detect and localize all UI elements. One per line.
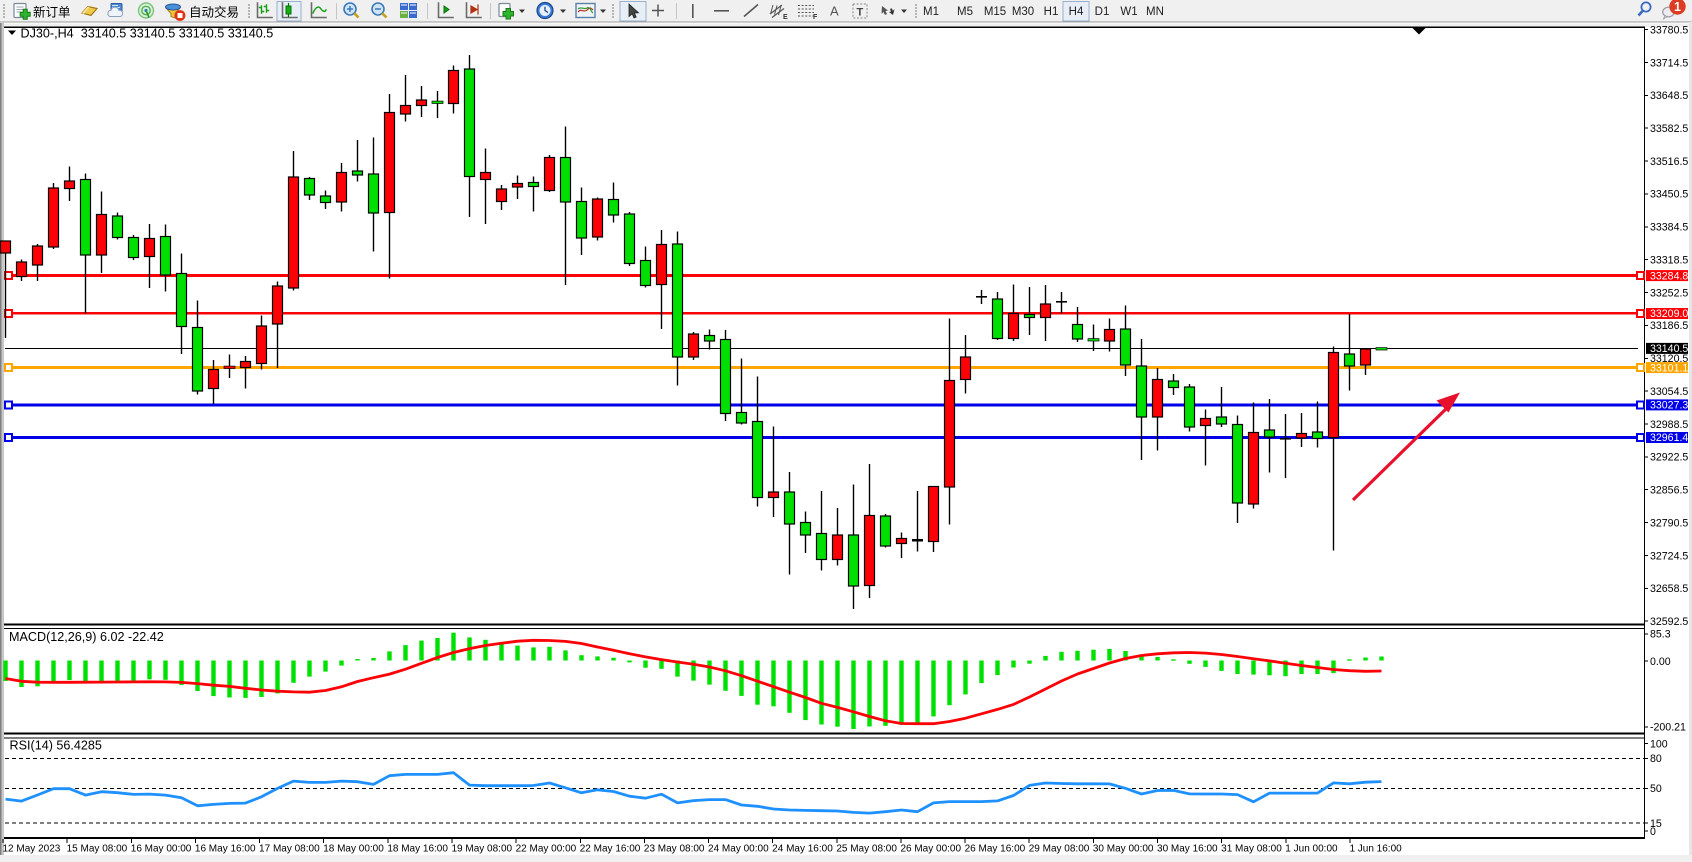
svg-text:25 May 08:00: 25 May 08:00 — [836, 843, 897, 854]
svg-text:100: 100 — [1650, 738, 1668, 750]
svg-text:50: 50 — [1650, 783, 1662, 795]
svg-text:新订单: 新订单 — [33, 5, 71, 20]
svg-text:W1: W1 — [1120, 6, 1137, 18]
svg-text:1: 1 — [1674, 0, 1681, 14]
svg-text:24 May 16:00: 24 May 16:00 — [772, 843, 833, 854]
svg-text:32856.5: 32856.5 — [1650, 485, 1688, 497]
svg-text:15 May 08:00: 15 May 08:00 — [67, 843, 128, 854]
svg-text:M5: M5 — [957, 6, 973, 18]
svg-text:33648.5: 33648.5 — [1650, 90, 1688, 102]
svg-text:33450.5: 33450.5 — [1650, 189, 1688, 201]
svg-text:33120.5: 33120.5 — [1650, 353, 1688, 365]
svg-text:32961.4: 32961.4 — [1650, 432, 1688, 444]
svg-text:33209.0: 33209.0 — [1650, 308, 1688, 320]
svg-text:22 May 16:00: 22 May 16:00 — [580, 843, 641, 854]
svg-text:33384.5: 33384.5 — [1650, 222, 1688, 234]
svg-text:MACD(12,26,9) 6.02 -22.42: MACD(12,26,9) 6.02 -22.42 — [9, 630, 164, 644]
svg-text:F: F — [813, 14, 818, 21]
svg-text:0: 0 — [1650, 826, 1656, 838]
svg-text:32592.5: 32592.5 — [1650, 616, 1688, 628]
svg-text:自动交易: 自动交易 — [189, 5, 239, 20]
svg-text:16 May 00:00: 16 May 00:00 — [131, 843, 192, 854]
svg-text:33714.5: 33714.5 — [1650, 57, 1688, 69]
svg-text:33101.1: 33101.1 — [1650, 362, 1688, 374]
svg-text:24 May 00:00: 24 May 00:00 — [708, 843, 769, 854]
svg-text:T: T — [857, 7, 864, 19]
svg-text:E: E — [783, 14, 788, 21]
svg-text:22 May 00:00: 22 May 00:00 — [516, 843, 577, 854]
svg-text:32658.5: 32658.5 — [1650, 583, 1688, 595]
svg-text:H1: H1 — [1044, 6, 1059, 18]
svg-text:33054.5: 33054.5 — [1650, 386, 1688, 398]
svg-text:0.00: 0.00 — [1650, 656, 1671, 668]
svg-text:33284.8: 33284.8 — [1650, 270, 1688, 282]
svg-text:33318.5: 33318.5 — [1650, 254, 1688, 266]
svg-text:16 May 16:00: 16 May 16:00 — [195, 843, 256, 854]
svg-text:19 May 08:00: 19 May 08:00 — [451, 843, 512, 854]
svg-text:32790.5: 32790.5 — [1650, 517, 1688, 529]
svg-text:33516.5: 33516.5 — [1650, 156, 1688, 168]
svg-text:M1: M1 — [923, 6, 939, 18]
svg-text:30 May 00:00: 30 May 00:00 — [1093, 843, 1154, 854]
svg-text:RSI(14) 56.4285: RSI(14) 56.4285 — [10, 739, 102, 753]
svg-text:26 May 16:00: 26 May 16:00 — [965, 843, 1026, 854]
svg-text:DJ30-,H4 33140.5 33140.5 3314: DJ30-,H4 33140.5 33140.5 33140.5 33140.5 — [21, 27, 274, 41]
svg-text:1 Jun 16:00: 1 Jun 16:00 — [1349, 843, 1402, 854]
svg-text:85.3: 85.3 — [1650, 629, 1671, 641]
svg-text:15: 15 — [1650, 818, 1662, 830]
svg-text:18 May 16:00: 18 May 16:00 — [387, 843, 448, 854]
svg-text:33186.5: 33186.5 — [1650, 320, 1688, 332]
svg-text:18 May 00:00: 18 May 00:00 — [323, 843, 384, 854]
svg-text:31 May 08:00: 31 May 08:00 — [1221, 843, 1282, 854]
svg-text:30 May 16:00: 30 May 16:00 — [1157, 843, 1218, 854]
svg-text:29 May 08:00: 29 May 08:00 — [1029, 843, 1090, 854]
svg-text:32724.5: 32724.5 — [1650, 550, 1688, 562]
svg-text:32922.5: 32922.5 — [1650, 452, 1688, 464]
svg-text:33780.5: 33780.5 — [1650, 24, 1688, 36]
svg-text:M15: M15 — [984, 6, 1006, 18]
svg-text:32988.5: 32988.5 — [1650, 419, 1688, 431]
svg-text:17 May 08:00: 17 May 08:00 — [259, 843, 320, 854]
svg-text:33027.3: 33027.3 — [1650, 400, 1688, 412]
svg-text:12 May 2023: 12 May 2023 — [3, 843, 61, 854]
svg-text:23 May 08:00: 23 May 08:00 — [644, 843, 705, 854]
svg-text:1 Jun 00:00: 1 Jun 00:00 — [1285, 843, 1338, 854]
svg-text:M30: M30 — [1012, 6, 1034, 18]
svg-text:D1: D1 — [1095, 6, 1110, 18]
svg-text:33582.5: 33582.5 — [1650, 123, 1688, 135]
svg-text:A: A — [830, 4, 839, 19]
svg-text:33252.5: 33252.5 — [1650, 287, 1688, 299]
svg-text:-200.21: -200.21 — [1650, 722, 1686, 734]
svg-text:26 May 00:00: 26 May 00:00 — [900, 843, 961, 854]
svg-text:33140.5: 33140.5 — [1650, 343, 1688, 355]
svg-text:80: 80 — [1650, 753, 1662, 765]
svg-text:MN: MN — [1146, 6, 1164, 18]
svg-text:H4: H4 — [1069, 6, 1084, 18]
